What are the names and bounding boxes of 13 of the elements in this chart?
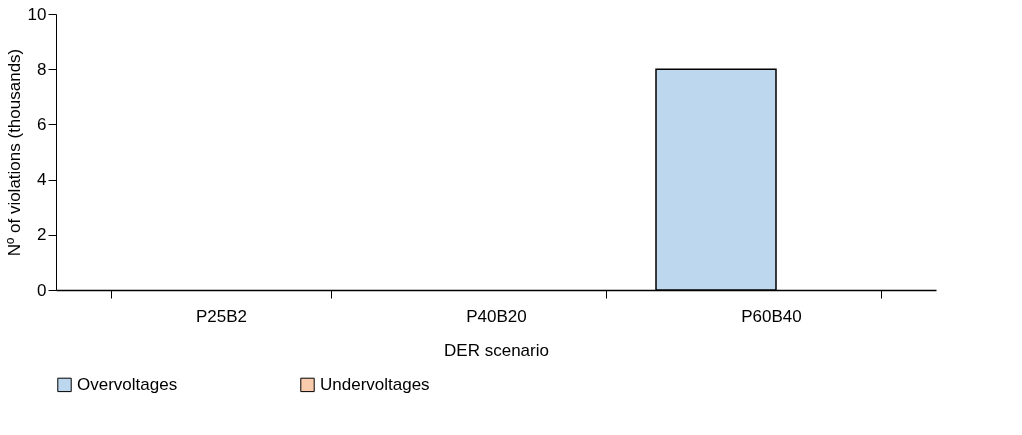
y-tick-label: 10 <box>27 4 47 24</box>
y-tick-label: 2 <box>37 225 47 245</box>
y-tick-label: 8 <box>37 59 47 79</box>
x-tick-label: P40B20 <box>466 306 527 326</box>
y-tick-label: 4 <box>37 170 47 190</box>
y-tick-label: 6 <box>37 114 47 134</box>
x-axis-title: DER scenario <box>444 340 549 360</box>
x-tick-label: P60B40 <box>741 306 802 326</box>
y-axis-title: Nº of violations (thousands) <box>4 48 24 257</box>
x-tick-label: P25B2 <box>195 306 248 326</box>
legend-label: Overvoltages <box>77 374 178 394</box>
y-tick-label: 0 <box>37 280 47 300</box>
legend-label: Undervoltages <box>320 374 430 394</box>
